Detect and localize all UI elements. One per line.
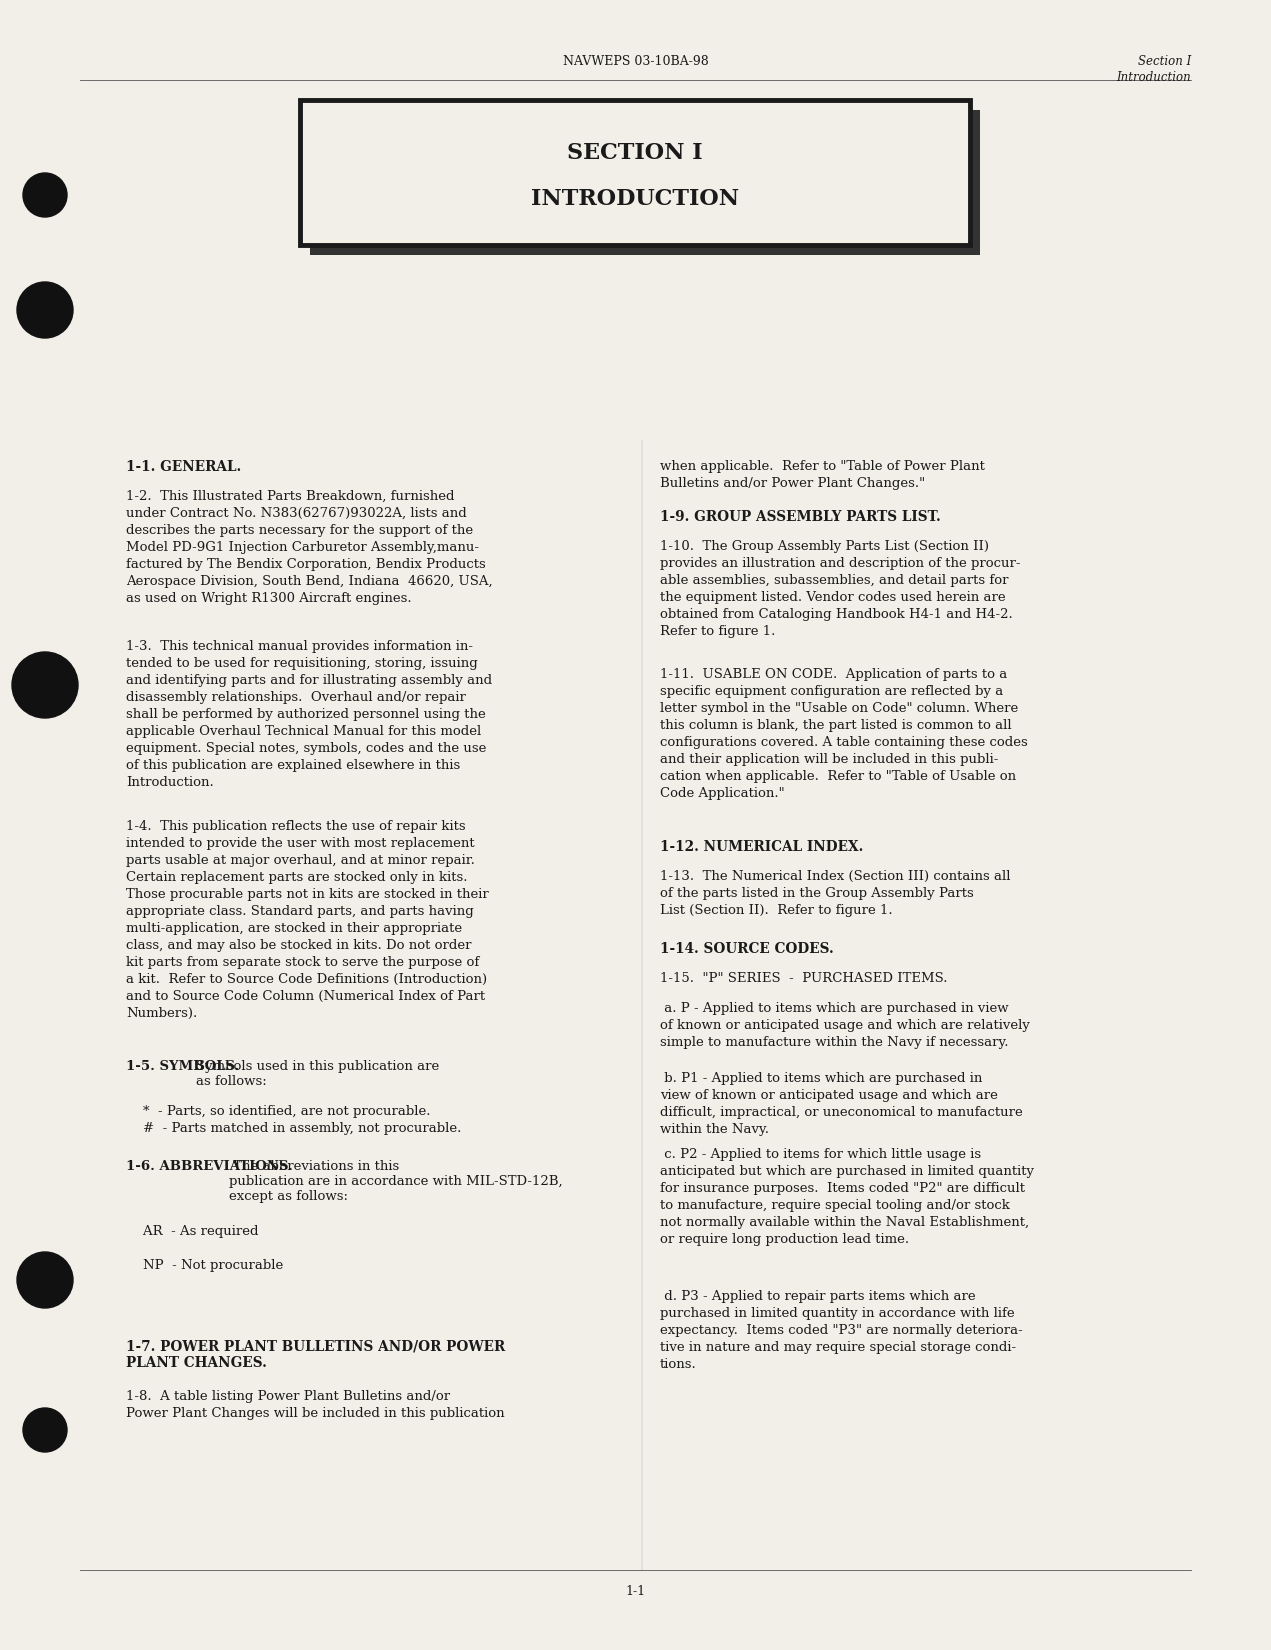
Text: Introduction: Introduction (1116, 71, 1191, 84)
Text: c. P2 - Applied to items for which little usage is
anticipated but which are pur: c. P2 - Applied to items for which littl… (660, 1148, 1035, 1246)
Text: 1-2.  This Illustrated Parts Breakdown, furnished
under Contract No. N383(62767): 1-2. This Illustrated Parts Breakdown, f… (126, 490, 493, 606)
Circle shape (17, 1252, 72, 1308)
Circle shape (23, 173, 67, 218)
Text: Symbols used in this publication are
as follows:: Symbols used in this publication are as … (196, 1059, 440, 1087)
Text: 1-8.  A table listing Power Plant Bulletins and/or
Power Plant Changes will be i: 1-8. A table listing Power Plant Bulleti… (126, 1389, 505, 1421)
Text: INTRODUCTION: INTRODUCTION (531, 188, 738, 210)
Text: when applicable.  Refer to "Table of Power Plant
Bulletins and/or Power Plant Ch: when applicable. Refer to "Table of Powe… (660, 460, 985, 490)
Text: b. P1 - Applied to items which are purchased in
view of known or anticipated usa: b. P1 - Applied to items which are purch… (660, 1072, 1023, 1135)
Circle shape (17, 282, 72, 338)
Text: 1-15.  "P" SERIES  -  PURCHASED ITEMS.: 1-15. "P" SERIES - PURCHASED ITEMS. (660, 972, 947, 985)
Text: a. P - Applied to items which are purchased in view
of known or anticipated usag: a. P - Applied to items which are purcha… (660, 1002, 1030, 1049)
Text: 1-7. POWER PLANT BULLETINS AND/OR POWER
PLANT CHANGES.: 1-7. POWER PLANT BULLETINS AND/OR POWER … (126, 1340, 506, 1370)
Text: NAVWEPS 03-10BA-98: NAVWEPS 03-10BA-98 (563, 54, 708, 68)
Text: Section I: Section I (1138, 54, 1191, 68)
Circle shape (11, 652, 78, 718)
Text: 1-5. SYMBOLS.: 1-5. SYMBOLS. (126, 1059, 239, 1072)
Text: 1-9. GROUP ASSEMBLY PARTS LIST.: 1-9. GROUP ASSEMBLY PARTS LIST. (660, 510, 941, 525)
Text: 1-1. GENERAL.: 1-1. GENERAL. (126, 460, 241, 474)
Text: The abbreviations in this
publication are in accordance with MIL-STD-12B,
except: The abbreviations in this publication ar… (229, 1160, 562, 1203)
Text: 1-4.  This publication reflects the use of repair kits
intended to provide the u: 1-4. This publication reflects the use o… (126, 820, 489, 1020)
Text: 1-1: 1-1 (625, 1586, 646, 1597)
Text: *  - Parts, so identified, are not procurable.
    #  - Parts matched in assembl: * - Parts, so identified, are not procur… (126, 1106, 461, 1135)
Bar (300, 101, 970, 244)
Text: 1-10.  The Group Assembly Parts List (Section II)
provides an illustration and d: 1-10. The Group Assembly Parts List (Sec… (660, 540, 1021, 639)
Text: 1-14. SOURCE CODES.: 1-14. SOURCE CODES. (660, 942, 834, 955)
Circle shape (23, 1407, 67, 1452)
Text: 1-13.  The Numerical Index (Section III) contains all
of the parts listed in the: 1-13. The Numerical Index (Section III) … (660, 870, 1010, 917)
Bar (310, 111, 980, 256)
Text: AR  - As required

    NP  - Not procurable: AR - As required NP - Not procurable (126, 1224, 283, 1272)
Text: 1-6. ABBREVIATIONS.: 1-6. ABBREVIATIONS. (126, 1160, 292, 1173)
Text: d. P3 - Applied to repair parts items which are
purchased in limited quantity in: d. P3 - Applied to repair parts items wh… (660, 1290, 1023, 1371)
Text: SECTION I: SECTION I (567, 142, 703, 163)
Text: 1-12. NUMERICAL INDEX.: 1-12. NUMERICAL INDEX. (660, 840, 863, 855)
Text: 1-3.  This technical manual provides information in-
tended to be used for requi: 1-3. This technical manual provides info… (126, 640, 492, 789)
Text: 1-11.  USABLE ON CODE.  Application of parts to a
specific equipment configurati: 1-11. USABLE ON CODE. Application of par… (660, 668, 1028, 800)
